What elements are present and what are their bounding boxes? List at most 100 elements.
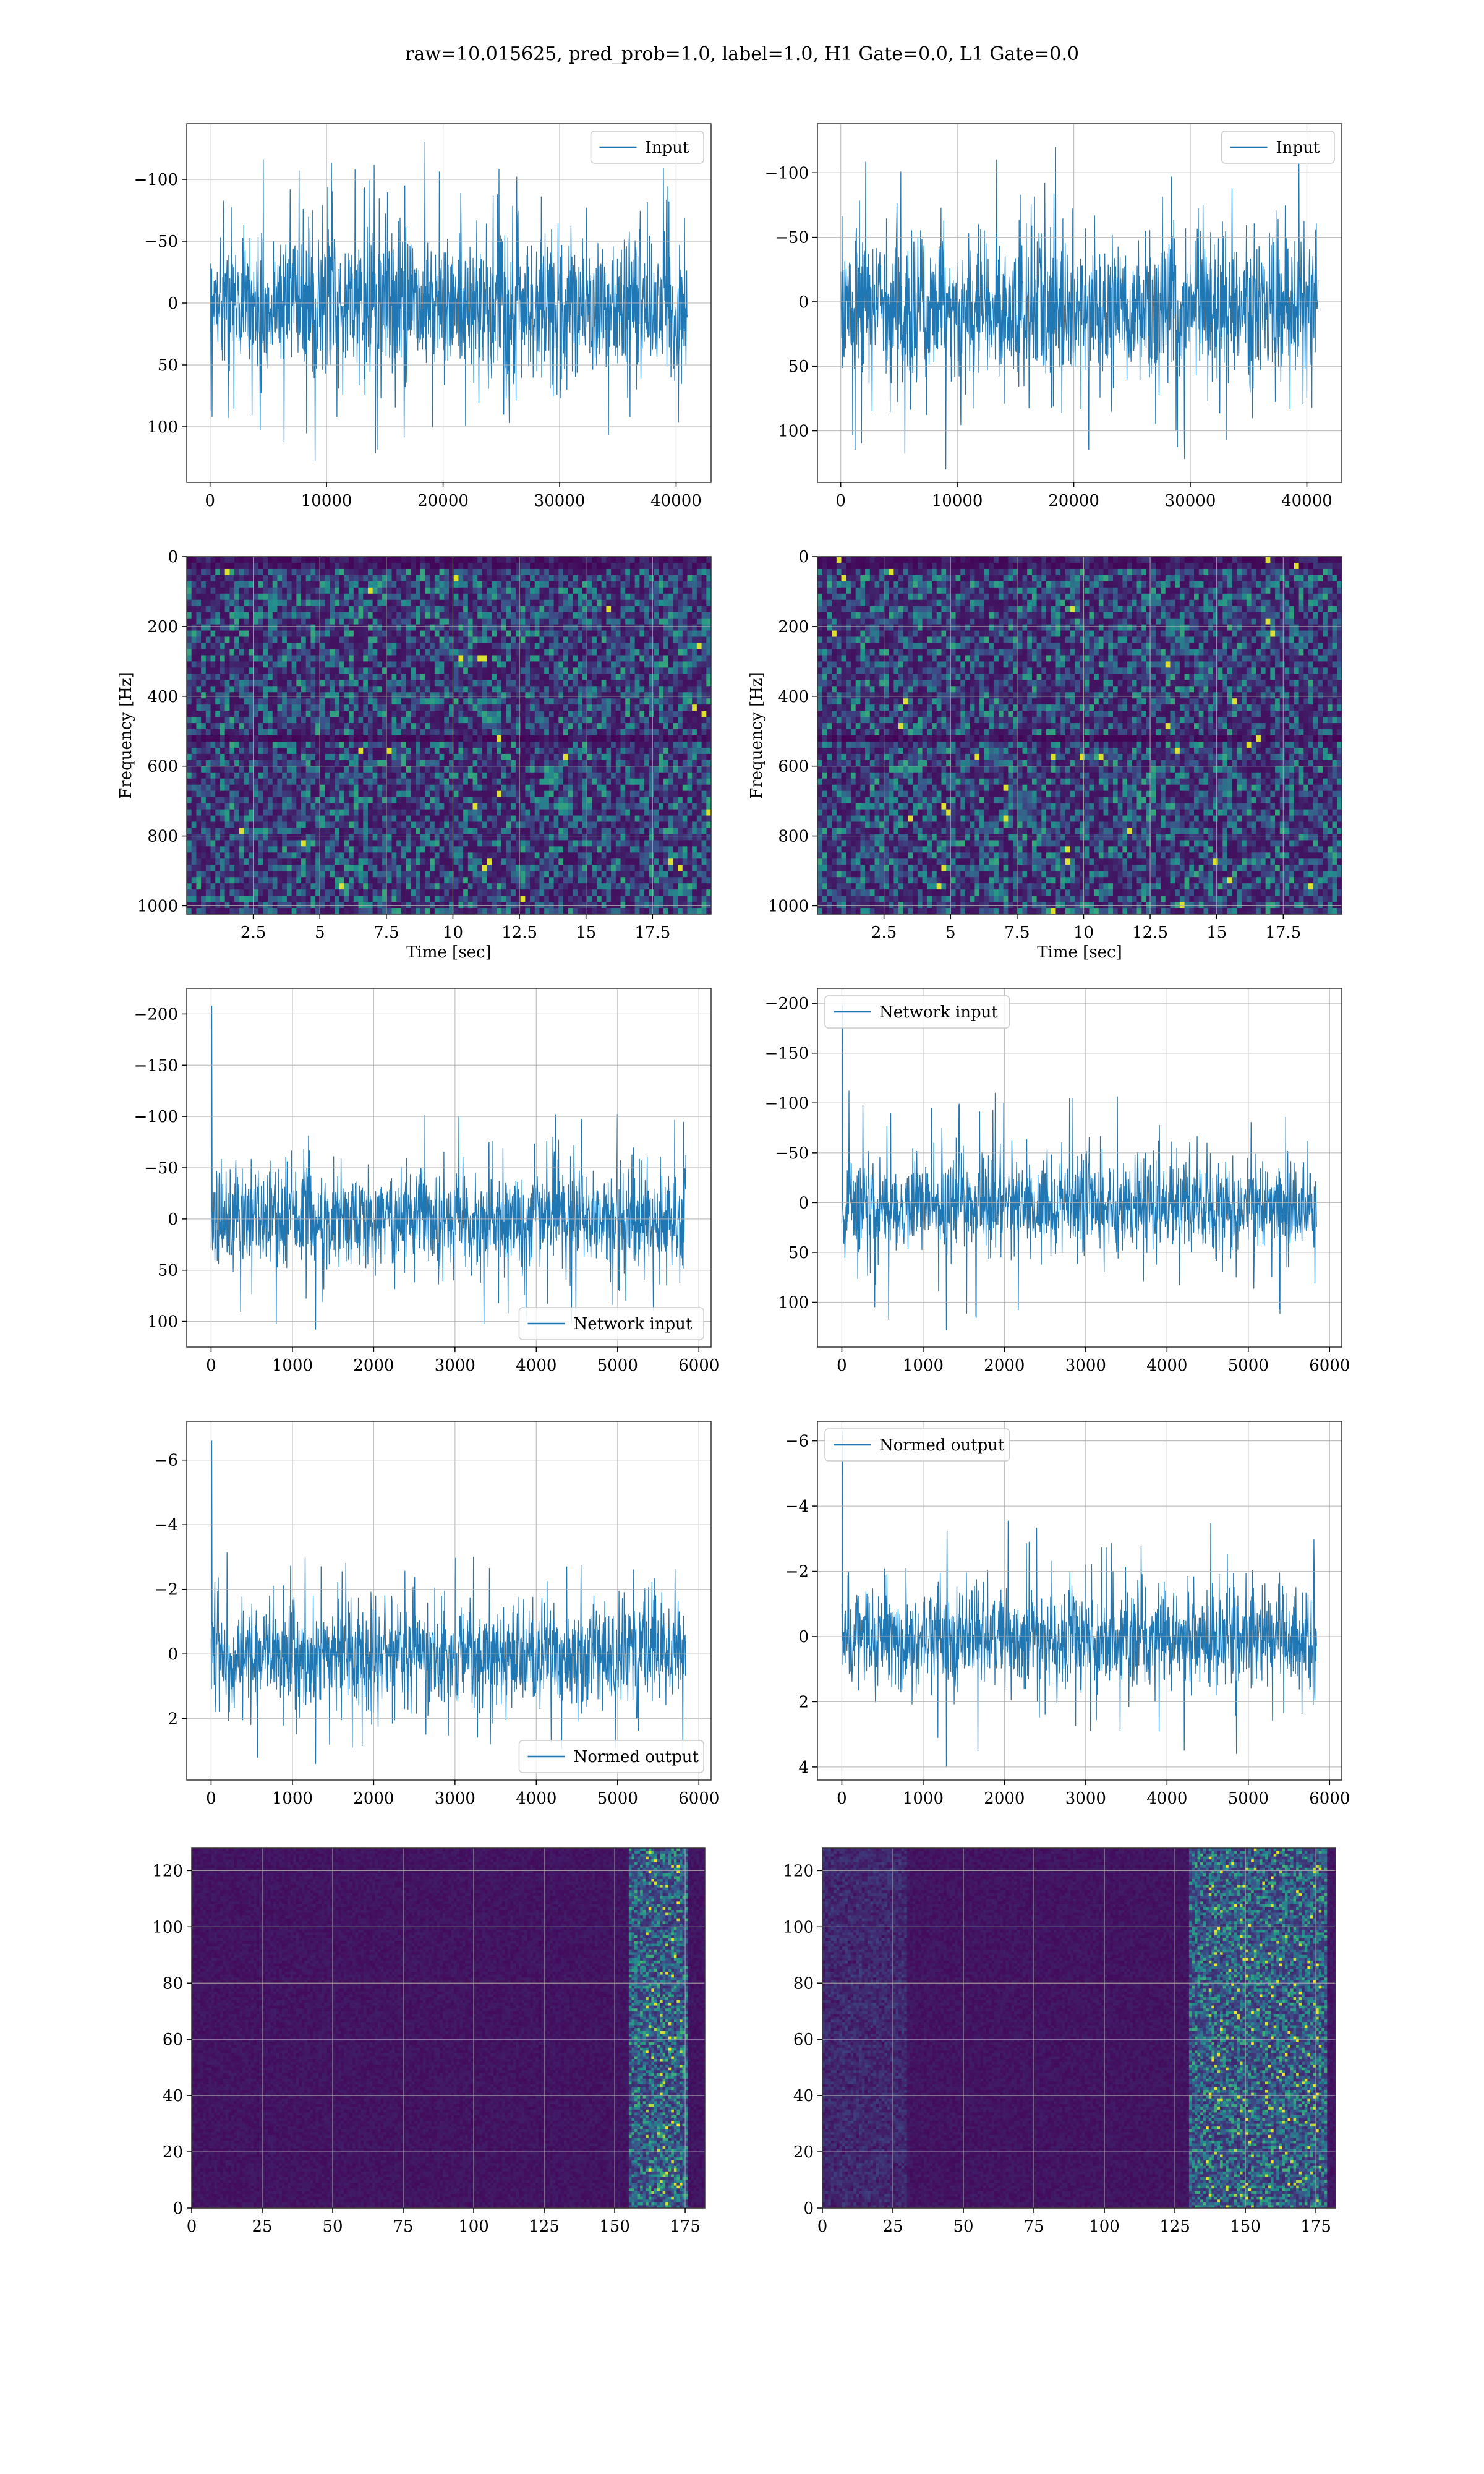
- h1-normed-output-ytick-label: −4: [155, 1516, 178, 1534]
- l1-network-input-ytick-label: −100: [765, 1094, 809, 1113]
- l1-normed-output-ytick-label: 4: [798, 1758, 809, 1777]
- h1-spectrogram-xtick-label: 7.5: [373, 923, 399, 942]
- h1-normed-output-xtick-label: 6000: [678, 1789, 719, 1808]
- l1-feature-map-ytick-label: 0: [803, 2199, 814, 2218]
- h1-feature-map-xtick-label: 150: [599, 2217, 630, 2236]
- h1-input-ytick-label: 0: [168, 294, 178, 313]
- h1-normed-output-xtick-label: 2000: [353, 1789, 394, 1808]
- l1-input-xtick-label: 40000: [1281, 492, 1333, 510]
- l1-input-ytick-label: −100: [765, 164, 809, 182]
- h1-feature-map-xtick-label: 25: [252, 2217, 272, 2236]
- l1-input-grid: [817, 124, 1342, 482]
- l1-network-input-xtick-label: 3000: [1065, 1356, 1106, 1375]
- l1-feature-map-xtick-label: 0: [817, 2217, 828, 2236]
- l1-normed-output-ytick-label: 2: [798, 1693, 809, 1711]
- h1-spectrogram-xtick-label: 15: [576, 923, 596, 942]
- l1-input-xtick-label: 30000: [1165, 492, 1216, 510]
- l1-feature-map-frame: [822, 1847, 1336, 2209]
- l1-spectrogram-ytick-label: 800: [778, 828, 809, 846]
- h1-feature-map-ytick-label: 80: [163, 1974, 183, 1993]
- h1-spectrogram-ylabel: Frequency [Hz]: [117, 672, 135, 799]
- h1-network-input-grid: [187, 988, 711, 1347]
- l1-feature-map-xtick-label: 150: [1230, 2217, 1261, 2236]
- l1-spectrogram-ytick-label: 200: [778, 618, 809, 636]
- l1-feature-map-xtick-label: 125: [1159, 2217, 1190, 2236]
- h1-network-input-xtick-label: 4000: [516, 1356, 556, 1375]
- h1-network-input-xtick-label: 2000: [353, 1356, 394, 1375]
- l1-network-input-xtick-label: 6000: [1309, 1356, 1350, 1375]
- h1-input-xtick-label: 30000: [534, 492, 586, 510]
- l1-normed-output-ytick-label: 0: [798, 1628, 809, 1646]
- h1-spectrogram-xtick-label: 17.5: [634, 923, 670, 942]
- h1-input-xtick-label: 40000: [650, 492, 702, 510]
- l1-network-input-ytick-label: −50: [775, 1144, 809, 1163]
- h1-network-input-xtick-label: 3000: [435, 1356, 475, 1375]
- l1-spectrogram-ytick-label: 0: [798, 548, 809, 567]
- h1-feature-map-plot-area: [192, 1848, 705, 2208]
- h1-feature-map-xtick-label: 50: [322, 2217, 343, 2236]
- h1-normed-output-xtick-label: 1000: [272, 1789, 313, 1808]
- h1-normed-output-series-line: [210, 1440, 686, 1764]
- l1-spectrogram-xtick-label: 17.5: [1265, 923, 1301, 942]
- l1-feature-map-xtick-label: 50: [953, 2217, 973, 2236]
- l1-normed-output-series-line: [841, 1431, 1317, 1767]
- h1-network-input-legend-label: Network input: [574, 1315, 693, 1333]
- h1-network-input-ytick-label: 50: [158, 1262, 178, 1280]
- h1-feature-map-frame: [191, 1847, 706, 2209]
- l1-input-legend-label: Input: [1276, 139, 1320, 157]
- l1-network-input-legend-label: Network input: [879, 1003, 998, 1022]
- l1-input-ytick-label: 50: [788, 357, 809, 376]
- l1-network-input-panel: 0 1000 2000 3000 4000 5000 6000−200−150−100−50…: [765, 988, 1350, 1375]
- h1-feature-map-panel: 0 25 50 75 100 125 150 175 0 20 40 60 80 100 120: [152, 1847, 706, 2236]
- h1-input-legend: Input: [590, 131, 704, 164]
- l1-normed-output-xtick-label: 2000: [984, 1789, 1025, 1808]
- l1-normed-output-ytick-label: −6: [785, 1432, 809, 1451]
- l1-input-xtick-label: 20000: [1048, 492, 1099, 510]
- h1-feature-map-image: [192, 1848, 705, 2208]
- h1-spectrogram-ytick-label: 800: [147, 828, 178, 846]
- l1-normed-output-frame: [817, 1421, 1342, 1781]
- l1-network-input-frame: [817, 988, 1342, 1348]
- h1-input-ytick-label: −50: [144, 233, 178, 251]
- h1-spectrogram-ytick-label: 600: [147, 758, 178, 776]
- h1-spectrogram-plot-area: [187, 557, 711, 914]
- l1-normed-output-xtick-label: 0: [837, 1789, 847, 1808]
- l1-spectrogram-frame: [817, 556, 1342, 915]
- h1-network-input-xtick-label: 0: [206, 1356, 216, 1375]
- h1-normed-output-xtick-label: 4000: [516, 1789, 556, 1808]
- h1-spectrogram-xtick-label: 10: [443, 923, 463, 942]
- h1-network-input-ytick-label: −150: [134, 1056, 178, 1075]
- h1-feature-map-ytick-label: 0: [173, 2199, 183, 2218]
- l1-input-frame: [817, 123, 1342, 483]
- l1-normed-output-plot-area: [841, 1431, 1317, 1767]
- h1-spectrogram-ytick-label: 1000: [137, 897, 178, 915]
- l1-network-input-ytick-label: −200: [765, 995, 809, 1013]
- l1-network-input-xtick-label: 0: [837, 1356, 847, 1375]
- l1-spectrogram-ytick-label: 600: [778, 758, 809, 776]
- l1-spectrogram-xlabel: Time [sec]: [1037, 943, 1122, 962]
- l1-feature-map-ytick-label: 80: [793, 1974, 814, 1993]
- h1-normed-output-ytick-label: −2: [155, 1581, 178, 1599]
- h1-input-legend-label: Input: [646, 139, 689, 157]
- l1-feature-map-xtick-label: 100: [1089, 2217, 1120, 2236]
- l1-spectrogram-xtick-label: 12.5: [1132, 923, 1168, 942]
- h1-network-input-ytick-label: −100: [134, 1108, 178, 1126]
- h1-network-input-ytick-label: −200: [134, 1005, 178, 1024]
- h1-network-input-legend: Network input: [518, 1307, 704, 1340]
- h1-normed-output-xtick-label: 3000: [435, 1789, 475, 1808]
- h1-network-input-series-line: [210, 1006, 686, 1330]
- h1-normed-output-grid: [187, 1421, 711, 1780]
- l1-normed-output-grid: [817, 1421, 1342, 1780]
- h1-feature-map-xtick-label: 75: [393, 2217, 413, 2236]
- l1-network-input-xtick-label: 2000: [984, 1356, 1025, 1375]
- l1-network-input-ytick-label: −150: [765, 1045, 809, 1063]
- h1-normed-output-ytick-label: −6: [155, 1452, 178, 1470]
- l1-spectrogram-xtick-label: 5: [945, 923, 956, 942]
- h1-input-series-line: [210, 142, 688, 462]
- l1-normed-output-legend: Normed output: [824, 1428, 1010, 1462]
- h1-network-input-ytick-label: 0: [168, 1210, 178, 1229]
- l1-feature-map-ytick-label: 120: [783, 1862, 814, 1880]
- h1-feature-map-xtick-label: 125: [529, 2217, 560, 2236]
- l1-feature-map-ytick-label: 40: [793, 2087, 814, 2105]
- h1-input-ytick-label: 100: [147, 418, 178, 437]
